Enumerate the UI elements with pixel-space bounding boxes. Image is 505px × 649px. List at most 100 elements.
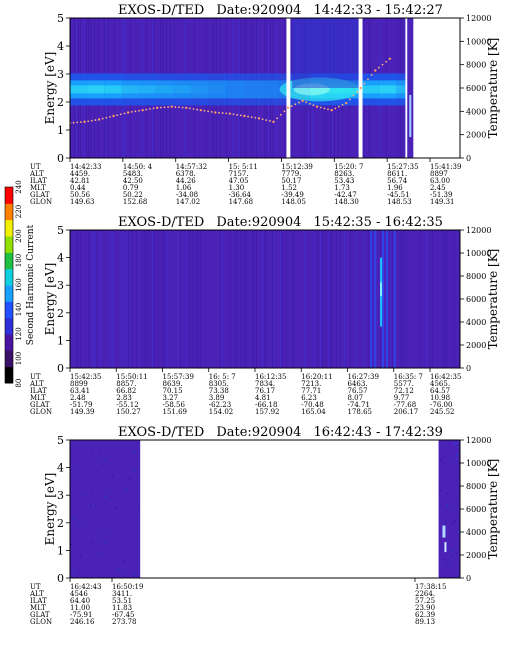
texture-line <box>254 230 255 368</box>
texture-line <box>240 230 241 368</box>
noise-pixel <box>74 471 76 473</box>
orbit-value: 14:42:33 <box>70 163 101 171</box>
orbit-value: 2.45 <box>430 184 446 192</box>
orbit-value: 7834. <box>255 380 275 388</box>
noise-pixel <box>443 558 445 561</box>
temperature-point <box>228 112 232 115</box>
texture-line <box>94 230 95 368</box>
y2-tick-label: 4000 <box>466 107 486 116</box>
orbit-value: 11.83 <box>112 604 132 612</box>
noise-pixel <box>133 469 135 472</box>
orbit-value: 16:12:35 <box>255 373 286 381</box>
data-spike <box>385 230 388 368</box>
temperature-point <box>105 116 108 119</box>
noise-pixel <box>119 568 121 570</box>
panel-time-range: 14:42:33 - 15:42:27 <box>313 3 442 18</box>
y-axis-title: Energy [eV] <box>43 263 57 336</box>
orbit-value: 16:20:11 <box>301 373 332 381</box>
texture-line <box>188 230 189 368</box>
temperature-point <box>377 66 380 69</box>
colorbar-segment <box>5 317 13 335</box>
y2-tick-label: 2000 <box>466 131 486 140</box>
temperature-point <box>348 98 351 101</box>
orbit-value: 8857. <box>116 380 136 388</box>
panel-title-name: EXOS-D/TED <box>118 3 204 18</box>
temperature-point <box>247 115 249 118</box>
orbit-value: 165.04 <box>301 408 326 416</box>
orbit-value: 147.02 <box>176 198 201 206</box>
orbit-value: -66.18 <box>255 401 277 409</box>
texture-line <box>136 230 137 368</box>
data-spike <box>382 230 384 368</box>
noise-pixel <box>456 471 459 473</box>
temperature-point <box>87 120 90 123</box>
orbit-value: 8899 <box>70 380 88 388</box>
y-tick-label: 1 <box>57 124 64 137</box>
texture-line <box>192 230 193 368</box>
texture-line <box>320 230 321 368</box>
orbit-value: -67.45 <box>112 611 134 619</box>
orbit-row-label: ALT <box>29 170 44 178</box>
temperature-point <box>145 108 148 111</box>
texture-line <box>186 230 187 368</box>
orbit-value: 15:42:35 <box>70 373 101 381</box>
texture-line <box>430 230 431 368</box>
texture-line <box>328 230 329 368</box>
y-tick-label: 5 <box>57 224 64 237</box>
texture-line <box>272 230 273 368</box>
colorbar-segment <box>5 350 13 368</box>
texture-line <box>292 230 293 368</box>
orbit-value: 8639. <box>163 380 183 388</box>
orbit-value: 1.73 <box>334 184 350 192</box>
panel-1: EXOS-D/TED Date:920904 14:42:33 - 15:42:27… <box>29 3 500 206</box>
texture-line <box>282 230 283 368</box>
texture-line <box>324 230 325 368</box>
noise-pixel <box>124 488 127 491</box>
temperature-point <box>94 119 97 121</box>
energy-band-core <box>138 85 157 94</box>
colorbar-segment <box>5 366 13 384</box>
orbit-value: 16:42:35 <box>430 373 461 381</box>
energy-band-mid <box>241 80 260 99</box>
orbit-value: 62.39 <box>415 611 435 619</box>
data-gap <box>405 18 408 158</box>
orbit-value: -76.00 <box>430 401 452 409</box>
orbit-value: -34.08 <box>176 191 198 199</box>
orbit-value: 76.57 <box>348 387 368 395</box>
colorbar-segment <box>5 334 13 351</box>
noise-pixel <box>135 551 138 553</box>
noise-pixel <box>99 450 102 453</box>
noise-pixel <box>455 454 458 456</box>
noise-pixel <box>454 520 456 522</box>
temperature-point <box>203 109 206 112</box>
energy-band-core <box>396 85 414 94</box>
texture-line <box>200 230 201 368</box>
orbit-value: 152.68 <box>123 198 148 206</box>
orbit-value: 50.17 <box>281 177 301 185</box>
texture-line <box>130 230 131 368</box>
orbit-value: 89.13 <box>415 618 435 626</box>
temperature-point <box>218 111 220 114</box>
orbit-value: 2.48 <box>70 394 86 402</box>
orbit-value: -36.64 <box>229 191 252 199</box>
temperature-point <box>101 117 104 120</box>
noise-pixel <box>445 522 447 525</box>
colorbar-segment <box>5 203 13 221</box>
temperature-point <box>286 106 290 110</box>
data-spike <box>374 230 377 368</box>
orbit-value: 178.65 <box>348 408 373 416</box>
texture-line <box>444 230 445 368</box>
noise-pixel <box>457 531 460 534</box>
texture-line <box>158 230 159 368</box>
colorbar-segment <box>5 268 13 286</box>
noise-pixel <box>446 504 448 507</box>
noise-pixel <box>452 555 454 558</box>
orbit-value: 151.69 <box>163 408 188 416</box>
orbit-row-label: MLT <box>30 394 46 402</box>
texture-line <box>446 230 447 368</box>
orbit-value: 149.31 <box>430 198 455 206</box>
y2-tick-label: 0 <box>466 154 471 163</box>
texture-line <box>80 230 81 368</box>
data-spike <box>380 282 383 297</box>
